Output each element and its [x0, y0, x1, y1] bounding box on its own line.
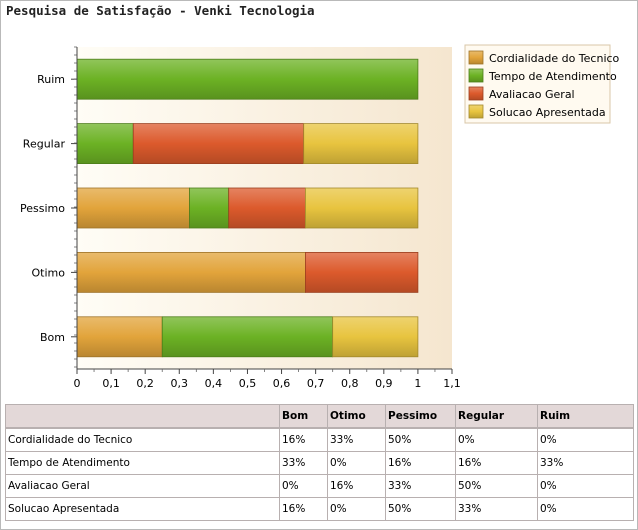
table-cell: 16% [327, 474, 386, 498]
legend-swatch [468, 68, 484, 83]
bar-regular-avaliacao-geral [132, 123, 305, 164]
table-cell: 16% [279, 497, 328, 521]
x-tick-label: 0,6 [273, 377, 291, 390]
y-tick-label: Ruim [37, 73, 65, 86]
table-header-cell: Bom [279, 404, 328, 429]
table-header-cell: Regular [455, 404, 538, 429]
legend-label: Cordialidade do Tecnico [489, 52, 620, 65]
table-cell: 0% [327, 451, 386, 475]
bar-bom-cordialidade-do-tecnico [76, 316, 163, 358]
bar-otimo-avaliacao-geral [305, 251, 419, 293]
bar-pessimo-solucao-apresentada [305, 187, 419, 229]
table-cell: 16% [385, 451, 456, 475]
stacked-bar-chart: Bom Otimo Pessimo Regular Ruim 0 0,1 0,2 0,3 0,4 0… [20, 44, 620, 390]
x-tick-label: 0,5 [239, 377, 257, 390]
legend-box [464, 44, 611, 124]
bar-regular-tempo-de-atendimento [76, 123, 134, 164]
table-cell: 0% [537, 497, 634, 521]
legend-swatch [468, 104, 484, 119]
x-tick-label: 1,1 [443, 377, 461, 390]
table-header-cell: Otimo [327, 404, 386, 429]
table-cell: 33% [537, 451, 634, 475]
table-cell: 0% [327, 497, 386, 521]
legend-label: Avaliacao Geral [489, 88, 575, 101]
summary-table: Bom Otimo Pessimo Regular Ruim Cordialid… [5, 404, 634, 521]
table-cell: 0% [537, 427, 634, 452]
table-cell: 33% [327, 427, 386, 452]
x-tick-label: 1 [414, 377, 421, 390]
row-label: Tempo de Atendimento [5, 451, 280, 475]
table-cell: 50% [455, 474, 538, 498]
bar-regular-solucao-apresentada [303, 123, 419, 164]
x-tick-label: 0,1 [102, 377, 120, 390]
bar-pessimo-avaliacao-geral [228, 187, 306, 229]
x-tick-label: 0,3 [171, 377, 189, 390]
table-cell: 16% [455, 451, 538, 475]
x-tick-label: 0,2 [136, 377, 154, 390]
table-cell: 16% [279, 427, 328, 452]
legend-label: Solucao Apresentada [489, 106, 606, 119]
table-row: Solucao Apresentada 16% 0% 50% 33% 0% [5, 497, 634, 521]
table-row: Avaliacao Geral 0% 16% 33% 50% 0% [5, 474, 634, 498]
y-tick-label: Pessimo [20, 202, 65, 215]
x-tick-label: 0,8 [341, 377, 359, 390]
bar-otimo-cordialidade-do-tecnico [76, 251, 306, 293]
table-cell: 33% [385, 474, 456, 498]
y-tick-label: Regular [23, 138, 66, 151]
table-cell: 50% [385, 427, 456, 452]
table-cell: 33% [279, 451, 328, 475]
row-label: Avaliacao Geral [5, 474, 280, 498]
table-header-cell [5, 404, 280, 429]
page-title: Pesquisa de Satisfação - Venki Tecnologi… [6, 3, 315, 18]
y-tick-label: Bom [40, 331, 65, 344]
table-cell: 50% [385, 497, 456, 521]
bar-bom-tempo-de-atendimento [161, 316, 334, 358]
bar-pessimo-tempo-de-atendimento [189, 187, 230, 229]
x-tick-label: 0,9 [375, 377, 393, 390]
table-cell: 33% [455, 497, 538, 521]
table-cell: 0% [537, 474, 634, 498]
legend-swatch [468, 50, 484, 65]
x-tick-label: 0,4 [205, 377, 223, 390]
legend-label: Tempo de Atendimento [488, 70, 617, 83]
x-tick-label: 0,7 [307, 377, 325, 390]
bar-pessimo-cordialidade-do-tecnico [76, 187, 190, 229]
bar-ruim-tempo-de-atendimento [76, 58, 419, 100]
table-header-cell: Pessimo [385, 404, 456, 429]
x-tick-label: 0 [74, 377, 81, 390]
table-row: Cordialidade do Tecnico 16% 33% 50% 0% 0… [5, 427, 634, 452]
row-label: Cordialidade do Tecnico [5, 427, 280, 452]
bar-bom-solucao-apresentada [332, 316, 419, 358]
y-tick-label: Otimo [32, 266, 66, 279]
table-cell: 0% [455, 427, 538, 452]
table-row: Tempo de Atendimento 33% 0% 16% 16% 33% [5, 451, 634, 475]
row-label: Solucao Apresentada [5, 497, 280, 521]
table-header-cell: Ruim [537, 404, 634, 429]
legend-swatch [468, 86, 484, 101]
table-cell: 0% [279, 474, 328, 498]
table-header-row: Bom Otimo Pessimo Regular Ruim [5, 404, 634, 429]
